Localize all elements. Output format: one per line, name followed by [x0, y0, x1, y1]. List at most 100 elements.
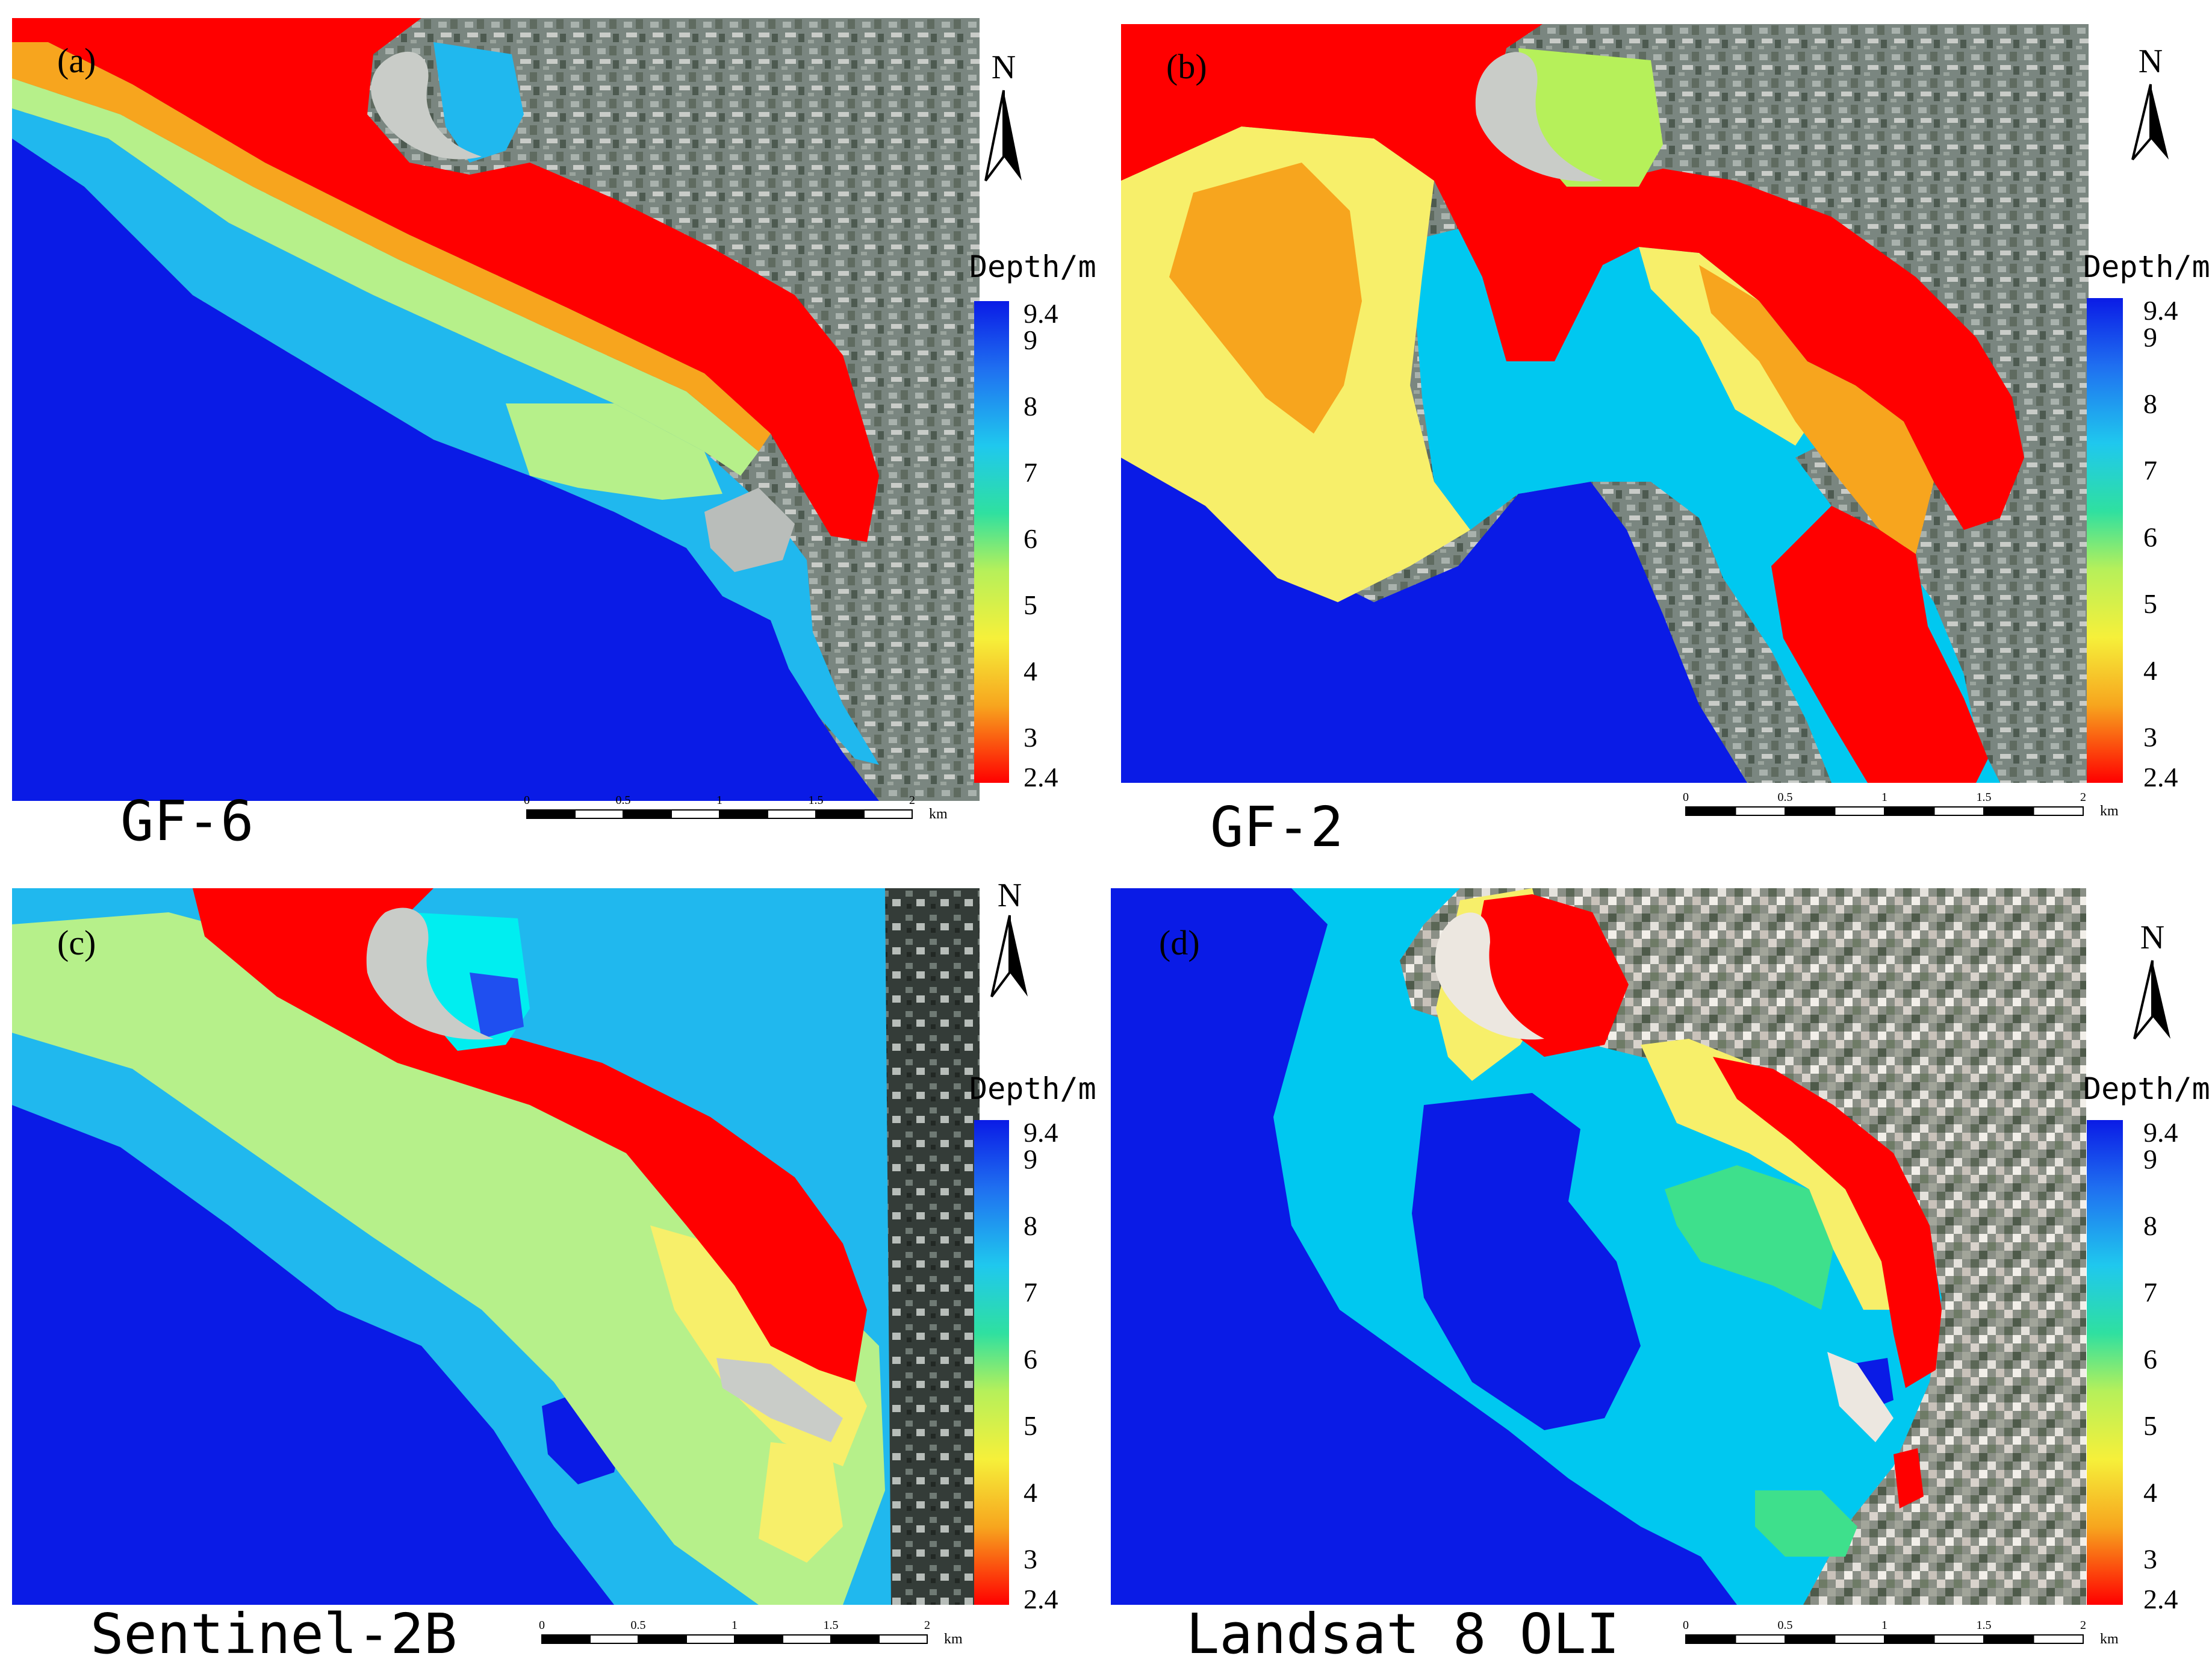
panel-b: (b) GF-2 N Depth/m 9.49 8 7 6 5 4 3 2.4 0 0.5 1 1.… — [1121, 24, 2210, 859]
panel-d: (d) Landsat 8 OLI N Depth/m 9.49 8 7 6 5 4 3 2.… — [1111, 888, 2210, 1656]
panel-c-crescent-island — [366, 907, 494, 1040]
north-arrow-right — [2151, 84, 2169, 160]
legend-tick-label: 4 — [2143, 655, 2157, 686]
legend-tick-label: 2.4 — [1024, 762, 1058, 792]
legend-title: Depth/m — [969, 249, 1096, 284]
panel-c-scale-bar: 0 0.5 1 1.5 2 km — [539, 1619, 963, 1647]
north-arrow-label: N — [992, 49, 1016, 86]
legend-tick-label: 9.4 — [1024, 1117, 1058, 1148]
scale-bar-segment — [815, 809, 865, 819]
scale-bar-tick-label: 2 — [924, 1619, 930, 1632]
panel-d-deep-central — [1412, 1093, 1641, 1430]
legend-tick-labels: 9.49 8 7 6 5 4 3 2.4 — [2143, 1117, 2178, 1614]
north-arrow-left — [984, 90, 1005, 182]
panel-d-sensor-label: Landsat 8 OLI — [1186, 1602, 1620, 1656]
legend-tick-label: 9.4 — [2143, 295, 2178, 326]
scale-bar-unit: km — [944, 1631, 963, 1647]
scale-bar-tick-label: 1 — [732, 1619, 738, 1632]
scale-bar-tick-label: 2 — [2080, 791, 2086, 804]
scale-bar-segment — [2033, 806, 2084, 816]
legend-tick-label: 6 — [1024, 523, 1037, 554]
panel-b-tag: (b) — [1166, 47, 1207, 86]
scale-bar-tick-label: 1 — [1881, 791, 1887, 804]
scale-bar-tick-label: 0 — [539, 1619, 545, 1632]
scale-bar-tick-label: 1.5 — [824, 1619, 839, 1632]
panel-c: (c) Sentinel-2B N Depth/m 9.498765432.4 … — [12, 877, 1096, 1656]
panel-a-mid-water — [12, 108, 879, 765]
panel-c-deep-water — [12, 1105, 614, 1605]
panel-a-deep-water — [12, 139, 879, 801]
legend-title: Depth/m — [2083, 249, 2210, 284]
scale-bar-segment — [1834, 806, 1885, 816]
legend-tick-label: 5 — [2143, 1410, 2157, 1441]
legend-tick-label: 9.4 — [2143, 1117, 2178, 1148]
scale-bar-unit: km — [2100, 1631, 2119, 1647]
scale-bar-tick-label: 1.5 — [1977, 1619, 1992, 1632]
panel-a-breakwater — [704, 488, 795, 572]
panel-b-north-arrow: N — [2131, 43, 2169, 161]
legend-tick-label: 7 — [2143, 1277, 2157, 1308]
north-arrow-right — [1010, 915, 1028, 997]
legend-tick-label: 8 — [2143, 388, 2157, 419]
panel-a-north-arrow: N — [984, 49, 1022, 182]
scale-bar-segment — [1735, 1634, 1786, 1644]
legend-tick-label: 4 — [2143, 1477, 2157, 1508]
panel-d-green-patch — [1665, 1165, 1833, 1310]
legend-tick-label: 5 — [2143, 588, 2157, 619]
north-arrow-label: N — [2139, 43, 2163, 80]
scale-bar-tick-label: 0 — [1683, 1619, 1689, 1632]
legend-tick-label: 9 — [2143, 322, 2157, 352]
legend-tick-label: 5 — [1024, 1410, 1037, 1441]
legend-tick-label: 6 — [2143, 1343, 2157, 1374]
scale-bar-segment — [541, 1634, 591, 1644]
legend-tick-label: 8 — [2143, 1210, 2157, 1241]
panel-d-red-shallow — [1713, 1057, 1942, 1388]
scale-bar-tick-label: 0.5 — [1778, 791, 1793, 804]
north-arrow-left — [2133, 960, 2154, 1040]
panel-a-orange-band — [12, 42, 771, 452]
panel-b-map — [1121, 24, 2089, 783]
scale-bar-unit: km — [2100, 803, 2119, 819]
legend-tick-label: 5 — [1024, 590, 1037, 620]
panel-a: (a) GF-6 N Depth/m 9.49 8 7 6 5 4 3 2.4 0 0.5 1 1.… — [12, 18, 1096, 853]
panel-c-harbour-blue — [470, 973, 524, 1039]
legend-tick-label: 4 — [1024, 656, 1037, 686]
scale-bar-segment — [1834, 1634, 1885, 1644]
panel-a-scale-bar: 0 0.5 1 1.5 2 km — [524, 794, 948, 822]
scale-bar-segment — [671, 809, 720, 819]
panel-a-tag: (a) — [57, 41, 96, 80]
panel-c-green-shoal — [12, 912, 885, 1605]
panel-c-sensor-label: Sentinel-2B — [90, 1602, 457, 1656]
scale-bar-segment — [623, 809, 672, 819]
scale-bar-tick-label: 1 — [1881, 1619, 1887, 1632]
panel-a-sensor-label: GF-6 — [120, 789, 254, 853]
panel-a-red-shallow — [12, 18, 879, 542]
legend-tick-label: 6 — [1024, 1343, 1037, 1374]
scale-bar-segment — [767, 809, 816, 819]
north-arrow-label: N — [998, 877, 1022, 914]
scale-bar-segment — [863, 809, 913, 819]
scale-bar-segment — [830, 1634, 880, 1644]
scale-bar-tick-label: 0.5 — [1778, 1619, 1793, 1632]
panel-b-orange-patch — [1699, 265, 1934, 554]
panel-d-legend: Depth/m 9.49 8 7 6 5 4 3 2.4 — [2083, 1071, 2210, 1614]
panel-a-green-shoal — [506, 403, 722, 500]
legend-tick-label: 8 — [1024, 391, 1037, 422]
legend-tick-label: 2.4 — [1024, 1584, 1058, 1614]
scale-bar-segment — [1785, 1634, 1836, 1644]
panel-b-red-shallow — [1121, 24, 2024, 530]
scale-bar-tick-label: 0.5 — [631, 1619, 646, 1632]
scale-bar-segment — [1933, 806, 1984, 816]
panel-b-legend: Depth/m 9.49 8 7 6 5 4 3 2.4 — [2083, 249, 2210, 792]
scale-bar-segment — [1983, 1634, 2034, 1644]
panel-d-north-arrow: N — [2133, 919, 2170, 1040]
panel-d-scale-bar: 0 0.5 1 1.5 2 km — [1683, 1619, 2119, 1647]
legend-colorbar — [2087, 298, 2123, 783]
scale-bar-segment — [1735, 806, 1786, 816]
panel-c-north-arrow: N — [990, 877, 1028, 998]
legend-tick-label: 3 — [1024, 1544, 1037, 1575]
legend-title: Depth/m — [969, 1071, 1096, 1106]
legend-tick-label: 2.4 — [2143, 762, 2178, 792]
panel-a-harbour-water — [433, 42, 524, 163]
